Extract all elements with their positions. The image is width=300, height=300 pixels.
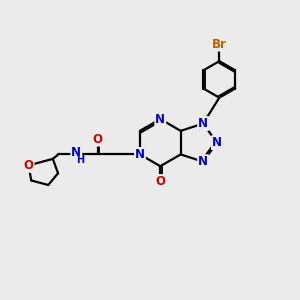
Text: H: H [76, 155, 84, 165]
Text: N: N [198, 155, 208, 168]
Text: N: N [198, 117, 208, 130]
Text: O: O [24, 159, 34, 172]
Text: O: O [92, 133, 103, 146]
Text: N: N [71, 146, 81, 159]
Text: N: N [155, 112, 165, 126]
Text: O: O [155, 175, 165, 188]
Text: N: N [135, 148, 145, 161]
Text: N: N [212, 136, 222, 149]
Text: Br: Br [212, 38, 227, 51]
